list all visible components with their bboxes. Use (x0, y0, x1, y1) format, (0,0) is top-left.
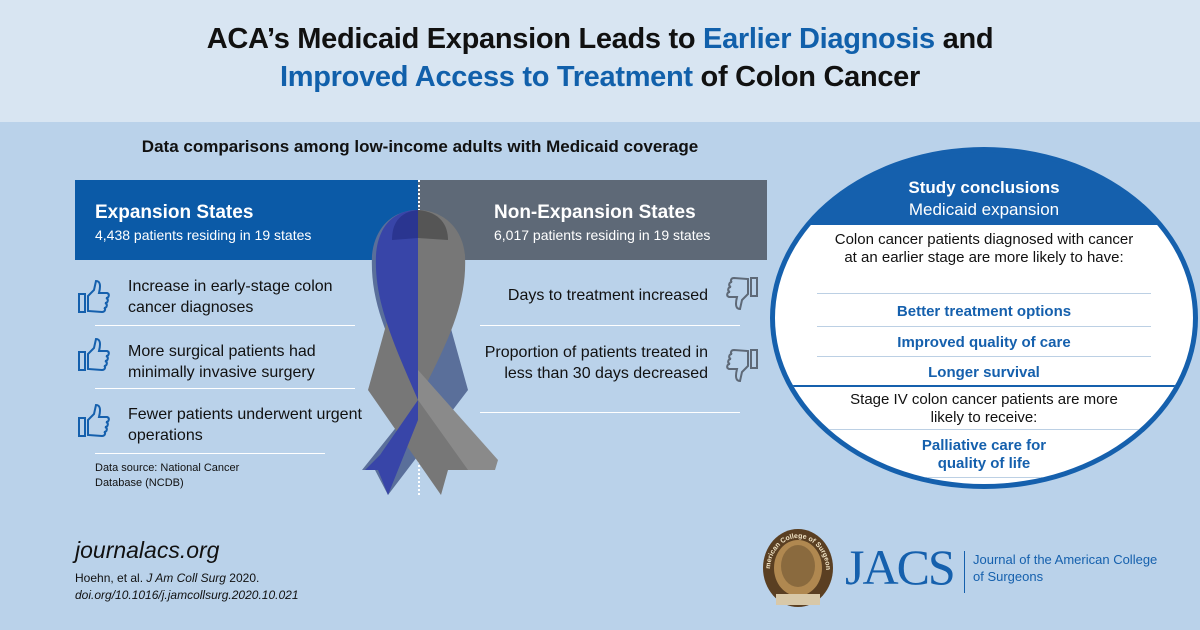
expansion-item: Fewer patients underwent urgent operatio… (128, 406, 362, 444)
expansion-item: More surgical patients had minimally inv… (128, 343, 316, 381)
divider (816, 326, 1152, 327)
expansion-header: Expansion States 4,438 patients residing… (75, 180, 418, 260)
divider (480, 325, 740, 326)
expansion-item: Increase in early-stage colon cancer dia… (128, 278, 333, 316)
title-text: ACA’s Medicaid Expansion Leads to (206, 23, 704, 55)
thumbs-down-icon (726, 348, 758, 382)
benefit-item: Longer survival (928, 364, 1040, 381)
jacs-name: Journal of the American College of Surge… (964, 551, 1164, 593)
title-text: of Colon Cancer (692, 61, 921, 93)
stage4-intro: Stage IV colon cancer patients are more … (850, 391, 1118, 426)
data-source: Data source: National Cancer Database (N… (95, 462, 240, 489)
jacs-logo: JACS (845, 539, 956, 595)
conclusions-intro: Colon cancer patients diagnosed with can… (834, 231, 1134, 266)
title-line-2: Improved Access to Treatment of Colon Ca… (0, 58, 1200, 96)
conclusions-heading: Study conclusions Medicaid expansion (775, 177, 1193, 221)
non-expansion-item: Days to treatment increased (507, 287, 708, 304)
divider (775, 385, 1193, 387)
divider (95, 325, 355, 326)
divider (816, 356, 1152, 357)
non-expansion-title: Non-Expansion States (494, 202, 696, 223)
divider (95, 453, 325, 454)
doi-link[interactable]: doi.org/10.1016/j.jamcollsurg.2020.10.02… (75, 588, 299, 602)
non-expansion-subtitle: 6,017 patients residing in 19 states (494, 227, 711, 243)
subtitle: Data comparisons among low-income adults… (141, 137, 699, 156)
citation: Hoehn, et al. J Am Coll Surg 2020. doi.or… (75, 570, 299, 604)
citation-year: 2020. (225, 571, 260, 585)
expansion-title: Expansion States (95, 202, 254, 223)
conclusions-subtitle: Medicaid expansion (908, 200, 1060, 219)
citation-journal: J Am Coll Surg (146, 571, 226, 585)
divider (95, 388, 355, 389)
conclusions-title: Study conclusions (908, 178, 1060, 197)
conclusions-body: Colon cancer patients diagnosed with can… (775, 225, 1193, 484)
thumbs-up-icon (78, 338, 110, 372)
thumbs-up-icon (78, 404, 110, 438)
expansion-subtitle: 4,438 patients residing in 19 states (95, 227, 312, 243)
title-line-1: ACA’s Medicaid Expansion Leads to Earlie… (0, 20, 1200, 58)
non-expansion-header: Non-Expansion States 6,017 patients resi… (418, 180, 767, 260)
header: ACA’s Medicaid Expansion Leads to Earlie… (0, 0, 1200, 122)
divider (480, 412, 740, 413)
citation-authors: Hoehn, et al. (75, 571, 147, 585)
website-link[interactable]: journalacs.org (75, 537, 220, 563)
study-conclusions-panel: Study conclusions Medicaid expansion Colo… (770, 147, 1198, 489)
divider (816, 293, 1152, 294)
title-text: and (934, 23, 994, 55)
thumbs-up-icon (78, 280, 110, 314)
divider (816, 477, 1152, 478)
non-expansion-item: Proportion of patients treated in less t… (484, 344, 708, 382)
college-seal-logo: American College of Surgeons (760, 528, 833, 607)
benefit-item: Improved quality of care (897, 334, 1071, 351)
title-highlight: Improved Access to Treatment (280, 61, 693, 93)
thumbs-down-icon (726, 276, 758, 310)
divider (816, 429, 1152, 430)
stage4-benefit: Palliative care for quality of life (921, 437, 1047, 472)
title-highlight: Earlier Diagnosis (703, 23, 935, 55)
benefit-item: Better treatment options (896, 303, 1072, 320)
